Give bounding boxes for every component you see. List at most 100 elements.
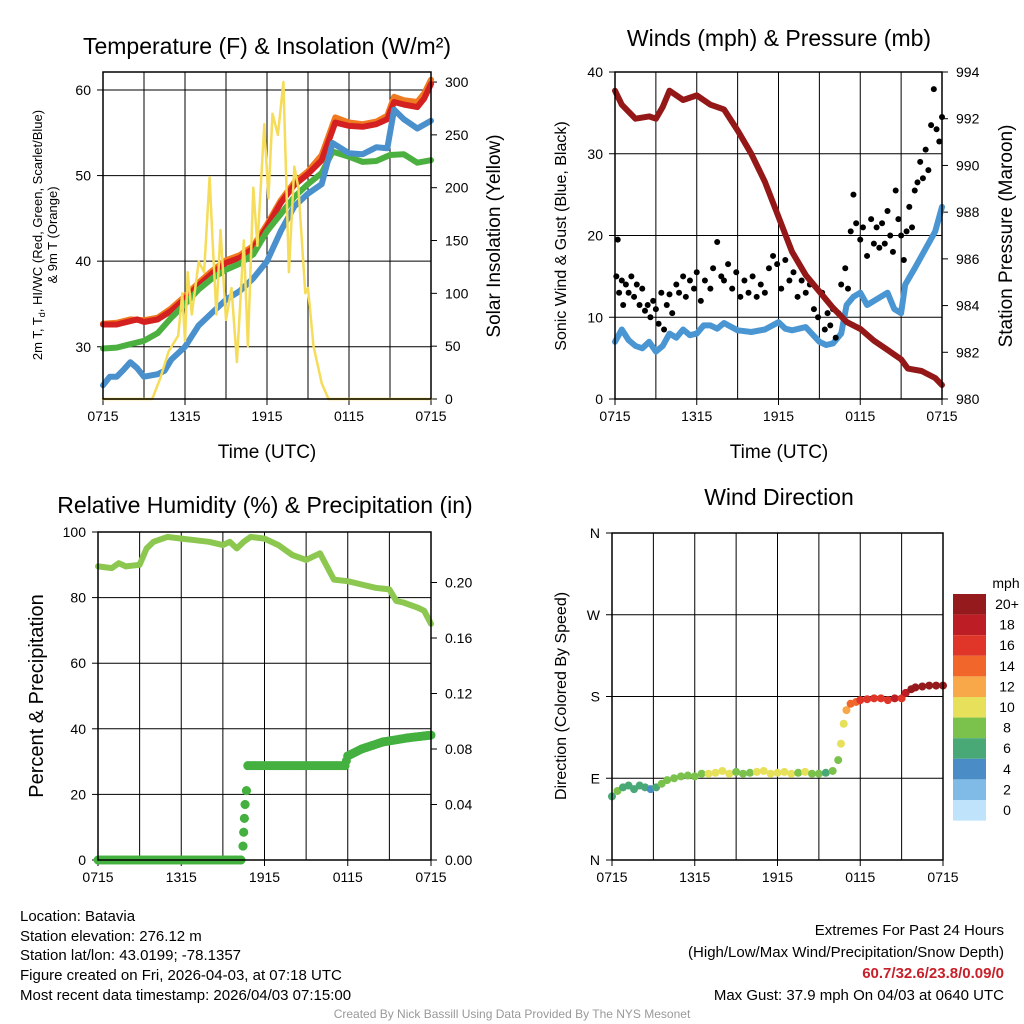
created-text: Figure created on Fri, 2026-04-03, at 07… — [20, 967, 342, 985]
colorbar-swatch — [953, 717, 986, 739]
gust-point — [802, 289, 809, 296]
y2-tick-label: 992 — [956, 111, 980, 127]
gust-point — [794, 293, 801, 300]
y-tick-label: 20 — [587, 228, 603, 244]
wind-direction-point — [697, 769, 706, 778]
gust-point — [844, 285, 851, 292]
x-tick-label: 1315 — [169, 408, 200, 424]
colorbar-swatch — [953, 655, 986, 677]
gust-point — [790, 269, 797, 276]
y-tick-label: 100 — [63, 524, 87, 540]
gust-point — [761, 289, 768, 296]
y2-tick-label: 0.00 — [445, 852, 472, 868]
gust-point — [631, 293, 638, 300]
pressure-y-axis-label: Station Pressure (Maroon) — [996, 125, 1017, 348]
gust-point — [930, 86, 937, 93]
y2-tick-label: 0.08 — [445, 741, 472, 757]
wind-direction-point — [683, 771, 692, 780]
y-tick-label: E — [591, 770, 600, 786]
speed-colorbar: 20+ 18 16 14 12 10 8 6 4 2 0 — [953, 594, 1019, 821]
x-tick-label: 1315 — [166, 869, 197, 885]
wind-direction-point — [856, 696, 865, 705]
wind-direction-point — [759, 766, 768, 775]
gust-point — [928, 122, 935, 129]
y-tick-label: 0 — [78, 852, 86, 868]
y-tick-label: 30 — [587, 146, 603, 162]
y2-tick-label: 200 — [445, 180, 469, 196]
precipitation-point — [239, 813, 249, 823]
gust-point — [778, 285, 785, 292]
temperature-x-axis-label: Time (UTC) — [218, 442, 317, 463]
precipitation-point — [238, 841, 248, 851]
x-tick-label: 0715 — [926, 408, 957, 424]
gust-point — [661, 326, 668, 333]
colorbar-label: 0 — [1003, 802, 1011, 818]
gust-point — [650, 297, 657, 304]
precipitation-point — [239, 827, 249, 837]
colorbar-label: 16 — [999, 637, 1015, 653]
gust-point — [919, 175, 926, 182]
wind-direction-point — [883, 696, 892, 705]
x-tick-label: 0715 — [927, 869, 958, 885]
wind-direction-point — [663, 776, 672, 785]
gust-point — [810, 306, 817, 313]
x-tick-label: 1915 — [763, 408, 794, 424]
gust-point — [892, 187, 899, 194]
x-tick-label: 0715 — [415, 869, 446, 885]
plot-frame — [102, 71, 432, 400]
gust-point — [827, 322, 834, 329]
y2-tick-label: 984 — [956, 298, 980, 314]
precipitation-point — [241, 786, 251, 796]
wind-direction-point — [787, 769, 796, 778]
elevation-text: Station elevation: 276.12 m — [20, 927, 202, 945]
colorbar-swatch — [953, 758, 986, 780]
gust-point — [859, 224, 866, 231]
wind-direction-point — [821, 768, 830, 777]
credit-text: Created By Nick Bassill Using Data Provi… — [333, 1007, 691, 1021]
plot-frame — [614, 71, 943, 400]
wind-direction-point — [773, 768, 782, 777]
y2-tick-label: 982 — [956, 344, 980, 360]
y2-tick-label: 0.12 — [445, 686, 472, 702]
gust-point — [870, 240, 877, 247]
humidity-plot: 0715 1315 1915 0115 07150204060801000.000.04… — [63, 524, 473, 885]
gust-point — [669, 310, 676, 317]
wind-direction-point — [766, 769, 775, 778]
wind-direction-point — [794, 768, 803, 777]
colorbar-swatch — [953, 697, 986, 718]
latlon-text: Station lat/lon: 43.0199; -78.1357 — [20, 947, 242, 965]
gust-point — [682, 293, 689, 300]
gust-point — [725, 261, 732, 268]
gust-point — [625, 289, 632, 296]
temperature-plot: 0715 1315 1915 0115 0715 30 40 50 60 0 50 100 150 200… — [75, 71, 469, 424]
gust-point — [686, 277, 693, 284]
wind-direction-point — [732, 767, 741, 776]
gust-point — [729, 285, 736, 292]
gust-point — [873, 224, 880, 231]
gust-point — [639, 285, 646, 292]
wind-y-axis-label: Sonic Wind & Gust (Blue, Black) — [553, 121, 570, 350]
gust-point — [887, 232, 894, 239]
gust-point — [847, 228, 854, 235]
y-tick-label: 80 — [70, 590, 86, 606]
gust-point — [741, 277, 748, 284]
y-tick-label: 20 — [70, 786, 86, 802]
gust-point — [842, 265, 849, 272]
gust-point — [786, 277, 793, 284]
direction-y-axis-label: Direction (Colored By Speed) — [553, 592, 570, 800]
x-tick-label: 0115 — [334, 408, 364, 424]
gust-point — [614, 236, 621, 243]
gust-point — [628, 273, 635, 280]
2m-t-line — [100, 81, 434, 328]
gust-point — [693, 269, 700, 276]
gust-point — [721, 277, 727, 284]
precipitation-point — [240, 800, 250, 810]
wind-direction-point — [870, 694, 879, 703]
y2-tick-label: 988 — [956, 204, 980, 220]
y2-tick-label: 986 — [956, 251, 980, 267]
gust-point — [889, 248, 896, 255]
gust-point — [641, 307, 648, 314]
gust-point — [701, 277, 708, 284]
wind-direction-point — [911, 683, 920, 692]
gust-point — [903, 228, 910, 235]
